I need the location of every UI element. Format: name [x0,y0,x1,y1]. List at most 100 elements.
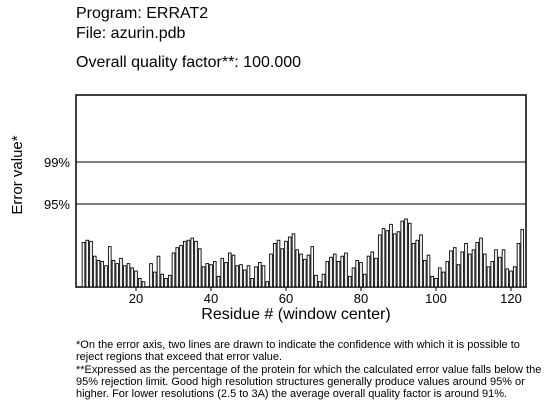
bar-residue-45 [227,252,232,288]
bar-residue-50 [246,265,251,288]
bar-residue-121 [512,266,517,288]
x-tick-label-120: 120 [500,291,522,306]
y-tick-label-99: 99% [44,155,70,170]
bar-residue-8 [89,240,93,288]
y-tick-label-95: 95% [44,197,70,212]
bar-residue-85 [377,234,382,288]
bar-residue-101 [437,267,442,288]
bar-residue-46 [231,254,236,288]
bar-residue-59 [280,248,285,288]
bar-residue-71 [325,261,330,288]
bar-residue-92 [404,218,408,288]
bar-residue-21 [137,278,142,288]
bar-residue-40 [209,264,213,288]
bar-residue-67 [310,246,315,288]
bar-residue-14 [111,259,116,288]
bar-residue-9 [92,255,97,288]
bar-residue-19 [130,267,135,288]
bar-residue-89 [392,233,397,288]
bar-residue-86 [381,228,386,288]
bar-residue-102 [441,271,446,288]
bar-residue-26 [156,255,161,288]
bar-residue-34 [186,239,191,288]
bar-residue-105 [452,247,457,288]
bar-residue-63 [295,249,300,288]
bar-residue-13 [107,246,112,288]
bar-residue-54 [261,265,266,288]
bar-residue-118 [501,249,506,288]
bar-residue-51 [250,278,255,288]
bar-residue-24 [149,263,153,288]
bar-residue-20 [134,270,138,288]
bar-residue-111 [475,241,480,288]
x-axis-label: Residue # (window center) [201,306,390,323]
bar-residue-83 [370,251,375,288]
bar-residue-42 [216,275,221,288]
bar-residue-70 [321,273,326,288]
bar-residue-116 [494,249,498,288]
bar-residue-107 [460,251,465,288]
bar-residue-82 [366,255,371,288]
bar-residue-113 [482,253,487,288]
bar-residue-11 [100,261,105,288]
bar-residue-62 [291,233,296,288]
x-tick-label-60: 60 [279,291,293,306]
bar-residue-29 [167,274,172,288]
bar-residue-22 [141,281,146,288]
bar-residue-39 [205,263,210,288]
bar-residue-56 [269,253,273,288]
bar-residue-28 [164,278,168,288]
bar-residue-94 [411,242,416,288]
bar-residue-93 [407,222,412,288]
bar-residue-68 [314,274,318,288]
bar-residue-64 [299,253,303,288]
y-axis-ticks: 95% 99% [44,155,70,212]
bar-residue-97 [422,259,427,288]
footnote-error-axis: *On the error axis, two lines are drawn … [76,339,520,363]
bar-residue-114 [486,266,491,288]
bar-residue-16 [119,257,123,288]
chart-bars [81,218,525,288]
file-label: File: azurin.pdb [76,25,186,42]
bar-residue-72 [329,256,333,288]
bar-residue-55 [265,281,270,288]
bar-residue-53 [257,262,262,288]
bar-residue-38 [201,266,206,288]
bar-residue-103 [445,261,450,288]
bar-residue-75 [340,255,345,288]
bar-residue-66 [306,254,311,288]
program-label: Program: ERRAT2 [76,5,209,22]
bar-residue-117 [497,256,502,288]
bar-residue-95 [415,239,420,288]
bar-residue-112 [479,237,483,288]
bar-residue-41 [212,261,217,288]
bar-residue-78 [351,267,356,288]
bar-residue-108 [464,242,468,288]
x-tick-label-80: 80 [354,291,368,306]
bar-residue-87 [385,230,390,288]
bar-residue-58 [276,239,281,288]
bar-residue-6 [81,241,86,288]
bar-residue-109 [467,253,472,288]
bar-residue-37 [197,248,202,288]
bar-residue-88 [389,223,393,288]
bar-residue-77 [347,275,352,288]
bar-residue-120 [509,270,513,288]
bar-residue-30 [171,252,176,288]
bar-residue-96 [419,234,423,288]
x-tick-label-20: 20 [129,291,143,306]
bar-residue-123 [520,229,525,288]
bar-residue-52 [254,266,258,288]
bar-residue-73 [332,253,337,288]
bar-residue-57 [272,242,277,288]
bar-residue-122 [516,242,521,288]
bar-residue-81 [362,273,367,288]
bar-residue-90 [396,231,401,288]
x-tick-label-40: 40 [204,291,218,306]
x-tick-label-100: 100 [425,291,447,306]
bar-residue-61 [287,236,292,288]
bar-residue-35 [190,237,195,288]
threshold-lines [76,161,526,205]
footnote-quality-factor: **Expressed as the percentage of the pro… [76,364,542,400]
